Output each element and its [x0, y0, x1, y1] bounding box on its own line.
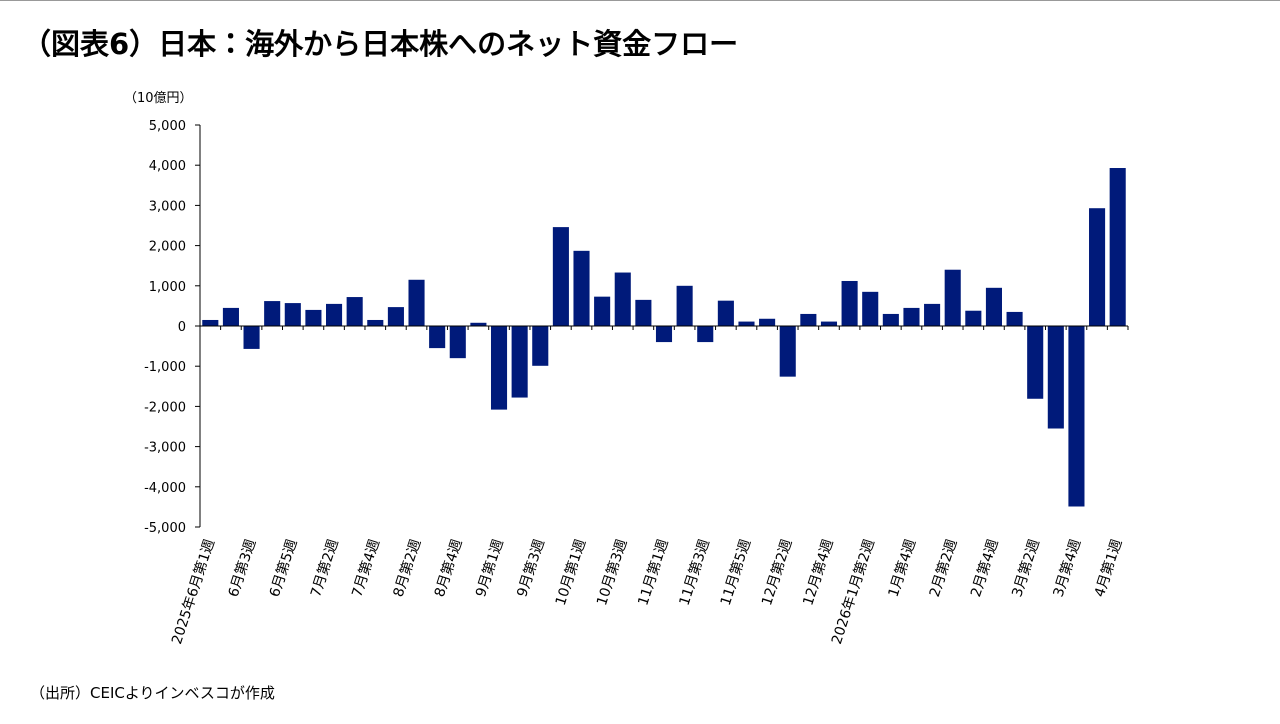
- bar: [738, 321, 755, 326]
- x-tick-label: 11月第1週: [634, 537, 671, 608]
- x-tick-label: 4月第1週: [1091, 537, 1126, 599]
- bar: [408, 279, 425, 326]
- bar: [305, 309, 322, 326]
- bar: [470, 322, 487, 326]
- bar: [903, 307, 920, 326]
- bar: [511, 326, 528, 398]
- bar: [676, 285, 693, 326]
- bar: [697, 326, 714, 343]
- bar: [1068, 326, 1085, 507]
- bar: [1027, 326, 1044, 399]
- x-tick-label: 11月第5週: [717, 537, 754, 608]
- y-tick-label: -4,000: [144, 481, 186, 496]
- bar: [552, 227, 569, 326]
- y-tick-label: 0: [178, 320, 186, 335]
- bar: [965, 310, 982, 326]
- x-tick-label: 11月第3週: [676, 537, 713, 608]
- x-tick-label: 2月第2週: [926, 537, 961, 599]
- x-tick-label: 12月第4週: [799, 537, 836, 608]
- bar: [1089, 208, 1106, 326]
- x-tick-label: 8月第2週: [390, 537, 425, 599]
- x-tick-label: 10月第3週: [593, 537, 630, 608]
- x-tick-label: 6月第5週: [266, 537, 301, 599]
- source-note: （出所）CEICよりインベスコが作成: [30, 684, 275, 702]
- x-tick-label: 10月第1週: [552, 537, 589, 608]
- bar: [202, 319, 219, 326]
- x-tick-label: 2025年6月第1週: [168, 537, 218, 646]
- bar: [1006, 311, 1023, 326]
- x-tick-label: 2026年1月第2週: [828, 537, 878, 646]
- x-tick-label: 2月第4週: [967, 537, 1002, 599]
- bar: [779, 326, 796, 377]
- chart-title: （図表6）日本：海外から日本株へのネット資金フロー: [22, 27, 738, 61]
- y-tick-label: -3,000: [144, 441, 186, 456]
- y-tick-label: -5,000: [144, 521, 186, 536]
- y-tick-label: 3,000: [149, 199, 186, 214]
- x-tick-label: 6月第3週: [225, 537, 260, 599]
- x-tick-label: 7月第4週: [348, 537, 383, 599]
- x-tick-label: 1月第4週: [885, 537, 920, 599]
- bar: [573, 250, 590, 326]
- bar: [635, 299, 652, 326]
- bar: [326, 303, 343, 326]
- y-tick-label: -1,000: [144, 360, 186, 375]
- y-tick-label: -2,000: [144, 400, 186, 415]
- y-tick-label: 1,000: [149, 280, 186, 295]
- bar: [284, 303, 301, 326]
- bar: [264, 301, 281, 326]
- bar: [985, 287, 1002, 326]
- bar: [222, 307, 239, 326]
- bar: [655, 326, 673, 343]
- bar: [490, 326, 508, 410]
- x-tick-label: 9月第3週: [513, 537, 548, 599]
- bar: [387, 307, 404, 326]
- bar: [717, 300, 734, 326]
- bar: [449, 326, 466, 359]
- bar: [594, 296, 611, 326]
- bar: [1047, 326, 1064, 429]
- bar: [1109, 168, 1126, 326]
- bar: [243, 326, 260, 349]
- bar: [429, 326, 446, 349]
- x-tick-label: 3月第4週: [1050, 537, 1085, 599]
- x-tick-label: 12月第2週: [758, 537, 795, 608]
- y-tick-label: 4,000: [149, 159, 186, 174]
- x-tick-label: 7月第2週: [307, 537, 342, 599]
- x-tick-label: 8月第4週: [431, 537, 466, 599]
- bar: [820, 321, 838, 326]
- y-unit: （10億円）: [124, 91, 193, 106]
- bar: [882, 313, 899, 326]
- y-tick-label: 2,000: [149, 240, 186, 255]
- bar: [614, 272, 631, 326]
- bar: [944, 269, 961, 326]
- bar: [532, 326, 549, 366]
- bar: [759, 318, 776, 326]
- y-tick-label: 5,000: [149, 119, 186, 134]
- bar: [800, 313, 817, 326]
- bar: [862, 291, 879, 326]
- bar: [924, 303, 941, 326]
- bar: [841, 280, 858, 326]
- bar: [367, 319, 384, 326]
- bar: [346, 297, 363, 326]
- x-tick-label: 3月第2週: [1008, 537, 1043, 599]
- x-tick-label: 9月第1週: [472, 537, 507, 599]
